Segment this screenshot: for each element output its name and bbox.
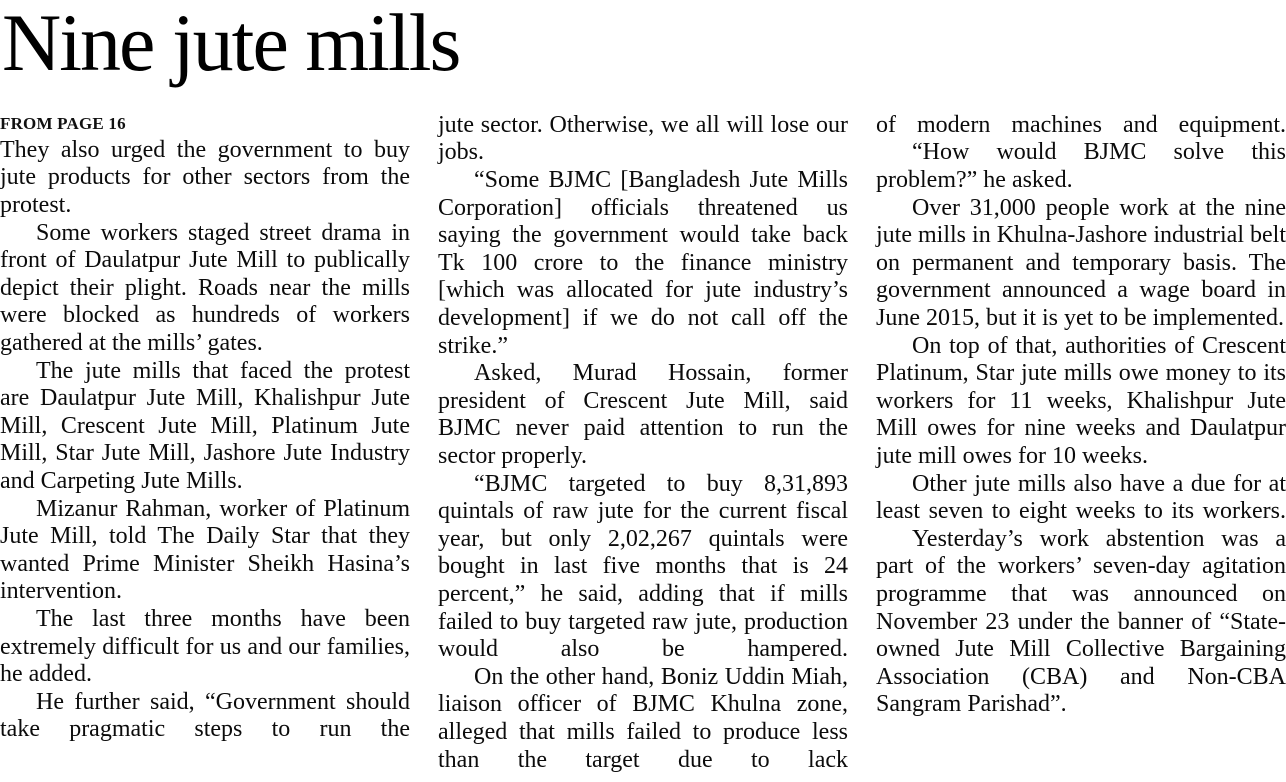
paragraph: They also urged the government to buy ju… <box>0 136 410 219</box>
article-column-2: jute sector. Otherwise, we all will lose… <box>438 112 848 774</box>
paragraph: He further said, “Government should take… <box>0 688 410 743</box>
article-column-3: of modern machines and equipment. “How w… <box>876 112 1286 774</box>
article-column-1: FROM PAGE 16 They also urged the governm… <box>0 112 410 774</box>
paragraph: On top of that, authorities of Crescent … <box>876 332 1286 470</box>
paragraph: On the other hand, Boniz Uddin Miah, lia… <box>438 663 848 773</box>
paragraph: of modern machines and equipment. <box>876 111 1286 138</box>
paragraph: jute sector. Otherwise, we all will lose… <box>438 111 848 166</box>
paragraph: “How would BJMC solve this problem?” he … <box>876 139 1286 194</box>
paragraph: The last three months have been extremel… <box>0 605 410 688</box>
paragraph: “Some BJMC [Bangladesh Jute Mills Corpor… <box>438 167 848 359</box>
paragraph: The jute mills that faced the protest ar… <box>0 357 410 495</box>
paragraph: “BJMC targeted to buy 8,31,893 quintals … <box>438 470 848 663</box>
paragraph: Over 31,000 people work at the nine jute… <box>876 194 1286 332</box>
paragraph: Other jute mills also have a due for at … <box>876 470 1286 525</box>
article-columns: FROM PAGE 16 They also urged the governm… <box>0 112 1286 774</box>
paragraph: Asked, Murad Hossain, former president o… <box>438 360 848 470</box>
paragraph: Some workers staged street drama in fron… <box>0 219 410 357</box>
article-headline: Nine jute mills <box>2 0 461 88</box>
paragraph: Yesterday’s work abstention was a part o… <box>876 525 1286 718</box>
continuation-kicker: FROM PAGE 16 <box>0 113 126 133</box>
paragraph: Mizanur Rahman, worker of Platinum Jute … <box>0 495 410 605</box>
